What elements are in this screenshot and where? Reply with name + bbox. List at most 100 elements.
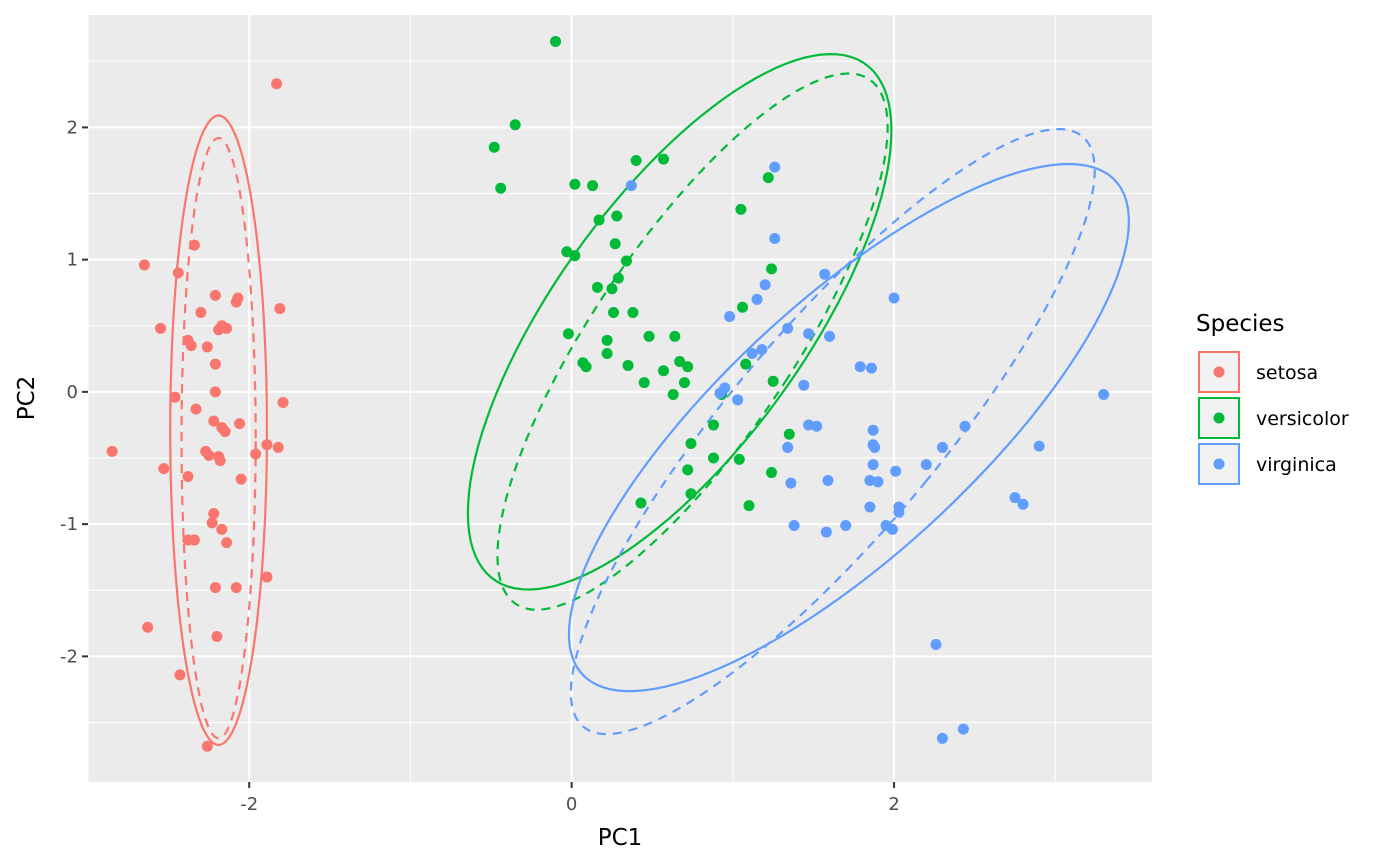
ellipse-virginica-dashed [569,127,1096,736]
point-virginica [756,344,768,356]
ellipse-versicolor-solid [466,52,893,591]
legend: Species setosa versicolor virginica [1196,311,1349,485]
point-setosa [216,523,228,535]
point-virginica [867,459,879,471]
point-versicolor [643,330,655,342]
point-setosa [169,391,181,403]
point-virginica [824,330,836,342]
point-versicolor [740,358,752,370]
point-setosa [201,341,213,353]
point-virginica [732,394,744,406]
data-points [106,35,1110,752]
point-versicolor [562,328,574,340]
point-virginica [1009,492,1021,504]
point-virginica [936,732,948,744]
legend-key-versicolor [1198,397,1240,439]
point-versicolor [638,377,650,389]
point-versicolor [766,263,778,275]
point-virginica [625,180,637,192]
point-setosa [219,426,231,438]
point-virginica [864,501,876,513]
ellipse-virginica-solid [567,162,1130,693]
x-tick-label: 2 [888,794,899,815]
x-tick-label: 0 [566,794,577,815]
confidence-ellipses [169,52,1130,747]
point-versicolor [580,361,592,373]
point-virginica [769,232,781,244]
point-setosa [271,78,283,90]
point-setosa [182,471,194,483]
point-virginica [751,293,763,305]
point-virginica [822,474,834,486]
point-versicolor [733,453,745,465]
point-versicolor [708,452,720,464]
point-setosa [209,358,221,370]
y-tick-label: -1 [60,514,78,535]
point-setosa [230,582,242,594]
point-virginica [936,441,948,453]
point-setosa [172,267,184,279]
point-versicolor [743,500,755,512]
point-setosa [201,740,213,752]
panel-background [88,15,1152,782]
point-virginica [930,638,942,650]
point-versicolor [658,365,670,377]
point-setosa [272,441,284,453]
point-versicolor [658,153,670,165]
point-versicolor [762,172,774,184]
point-versicolor [685,437,697,449]
point-setosa [195,307,207,319]
point-setosa [234,418,246,430]
ellipse-versicolor-dashed [496,72,889,611]
point-setosa [208,508,220,520]
point-virginica [888,292,900,304]
point-virginica [759,279,771,291]
point-virginica [782,441,794,453]
point-virginica [865,362,877,374]
point-virginica [867,424,879,436]
x-axis-title: PC1 [598,825,643,851]
point-versicolor [667,389,679,401]
y-tick-label: 2 [67,117,78,138]
point-versicolor [685,488,697,500]
point-versicolor [627,307,639,319]
point-versicolor [630,154,642,166]
axes: -2 0 2 -2 -1 0 1 2 [60,117,900,815]
legend-label-setosa: setosa [1256,362,1318,384]
point-versicolor [495,182,507,194]
point-virginica [920,459,932,471]
point-versicolor [783,428,795,440]
point-versicolor [669,330,681,342]
point-setosa [106,445,118,457]
point-versicolor [682,464,694,476]
point-versicolor [674,355,686,367]
point-versicolor [488,141,500,153]
point-setosa [185,340,197,352]
point-virginica [798,379,810,391]
point-virginica [803,328,815,340]
legend-key-virginica [1198,443,1240,485]
point-virginica [788,519,800,531]
point-virginica [893,506,905,518]
point-versicolor [601,334,613,346]
point-versicolor [601,348,613,360]
grid-major [88,15,1152,782]
point-versicolor [620,255,632,267]
point-setosa [158,463,170,475]
point-virginica [724,311,736,323]
point-virginica [769,161,781,173]
point-setosa [211,631,223,643]
point-setosa [230,296,242,308]
legend-key-setosa [1198,351,1240,393]
point-virginica [1098,389,1110,401]
point-versicolor [593,214,605,226]
point-versicolor [569,250,581,262]
point-virginica [959,420,971,432]
point-versicolor [606,283,618,295]
point-versicolor [608,307,620,319]
ellipse-setosa-dashed [180,136,257,740]
point-setosa [142,621,154,633]
point-versicolor [737,301,749,313]
point-setosa [261,571,273,583]
